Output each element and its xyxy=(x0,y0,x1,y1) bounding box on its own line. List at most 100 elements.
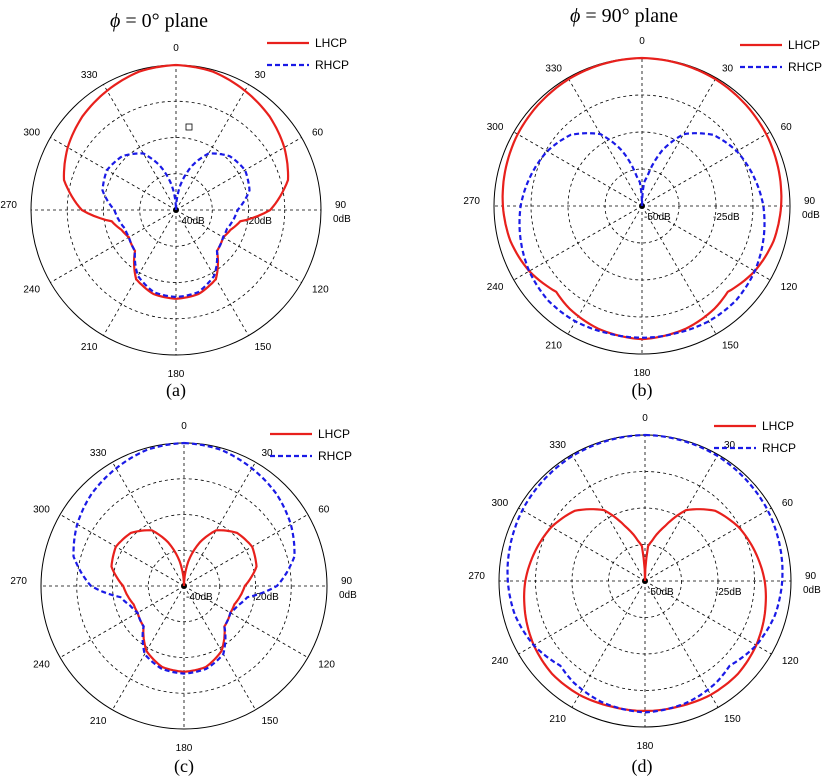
polar-chart-a: 0 30 60 90 120 150 180 210 240 270 300 330 -40dB -20d… xyxy=(0,25,420,380)
legend-label: LHCP xyxy=(762,419,794,433)
grid-spoke xyxy=(571,580,646,708)
angle-tick-label: 120 xyxy=(312,285,329,296)
angle-tick-label: 0 xyxy=(173,43,179,54)
grid-spoke xyxy=(175,209,302,283)
angle-tick-label: 270 xyxy=(0,200,17,211)
angle-tick-label: 60 xyxy=(318,505,330,516)
plane-label: = 90° plane xyxy=(580,5,678,27)
angle-tick-label: 330 xyxy=(90,448,107,459)
angle-tick-label: 90 xyxy=(804,196,816,207)
legend-label: RHCP xyxy=(762,441,796,455)
series-rhcp-line xyxy=(101,152,251,299)
grid-spoke xyxy=(644,454,719,582)
marker-square xyxy=(185,123,193,131)
radial-tick-label: -40dB xyxy=(178,216,205,227)
angle-tick-label: 0 xyxy=(181,421,187,432)
radial-tick-label: 0dB xyxy=(339,590,357,601)
caption-c: (c) xyxy=(174,756,194,776)
grid-spoke xyxy=(175,84,249,211)
grid-spoke xyxy=(644,580,772,655)
angle-tick-label: 150 xyxy=(255,342,272,353)
legend-label: LHCP xyxy=(318,427,350,441)
angle-tick-label: 300 xyxy=(487,122,504,133)
angle-tick-label: 30 xyxy=(262,448,274,459)
legend-label: LHCP xyxy=(315,36,347,50)
angle-tick-label: 0 xyxy=(639,36,645,47)
grid-spoke xyxy=(571,454,646,582)
grid-circle xyxy=(76,478,292,694)
angle-tick-label: 210 xyxy=(81,342,98,353)
grid-spoke xyxy=(59,514,185,587)
angle-tick-label: 240 xyxy=(33,660,50,671)
radial-tick-label: -50dB xyxy=(644,212,671,223)
polar-svg-b: 0 30 60 90 120 150 180 210 240 270 300 330 -50dB -25d… xyxy=(463,36,822,379)
radial-tick-label: 0dB xyxy=(802,210,820,221)
angle-tick-label: 150 xyxy=(724,714,741,725)
angle-tick-label: 120 xyxy=(318,660,335,671)
angle-tick-label: 120 xyxy=(781,282,798,293)
polar-chart-b: 0 30 60 90 120 150 180 210 240 270 300 330 -50dB -25d… xyxy=(420,25,839,379)
grid-spoke xyxy=(567,205,643,335)
angle-tick-label: 30 xyxy=(724,440,736,451)
series-lhcp-line xyxy=(522,508,768,712)
plane-title-b: ϕ = 90° plane xyxy=(570,5,678,28)
angle-tick-label: 300 xyxy=(491,498,508,509)
angle-tick-label: 150 xyxy=(722,341,739,352)
grid-spoke xyxy=(513,131,643,207)
angle-tick-label: 180 xyxy=(637,741,654,752)
grid-spoke xyxy=(513,205,643,281)
radial-tick-label: -25dB xyxy=(713,212,740,223)
grid-spoke xyxy=(518,507,646,582)
grid-spoke xyxy=(50,209,177,283)
legend-label: LHCP xyxy=(788,38,820,52)
angle-tick-label: 180 xyxy=(634,368,651,379)
angle-tick-label: 90 xyxy=(341,576,353,587)
angle-tick-label: 0 xyxy=(642,413,648,424)
angle-tick-label: 60 xyxy=(781,122,793,133)
angle-tick-label: 240 xyxy=(491,656,508,667)
series-lhcp-line xyxy=(110,529,258,673)
angle-tick-label: 300 xyxy=(23,128,40,139)
angle-tick-label: 270 xyxy=(468,571,485,582)
legend-label: RHCP xyxy=(315,58,349,72)
grid-spoke xyxy=(112,461,185,587)
angle-tick-label: 240 xyxy=(23,285,40,296)
angle-tick-label: 180 xyxy=(168,369,185,380)
caption-b: (b) xyxy=(631,380,653,400)
grid-spoke xyxy=(641,205,717,335)
radial-tick-label: -25dB xyxy=(715,587,742,598)
angle-tick-label: 330 xyxy=(545,63,562,74)
grid-spoke xyxy=(641,131,771,207)
caption-d: (d) xyxy=(631,756,653,776)
angle-tick-label: 90 xyxy=(805,571,817,582)
grid-spoke xyxy=(644,507,772,582)
plane-label: = 0° plane xyxy=(120,10,208,32)
series-lhcp-line xyxy=(501,56,783,341)
grid-spoke xyxy=(644,580,719,708)
angle-tick-label: 210 xyxy=(545,341,562,352)
radial-tick-label: 0dB xyxy=(803,585,821,596)
polar-chart-c: 0 30 60 90 120 150 180 210 240 270 300 330 -40dB -20d… xyxy=(0,410,420,760)
caption-a: (a) xyxy=(166,380,186,400)
angle-tick-label: 270 xyxy=(10,576,27,587)
series-rhcp-line xyxy=(72,441,296,675)
series-rhcp-line xyxy=(518,132,766,339)
grid-spoke xyxy=(183,514,309,587)
phi-symbol: ϕ xyxy=(110,10,121,32)
angle-tick-label: 60 xyxy=(782,498,794,509)
series-rhcp-line xyxy=(506,433,784,714)
angle-tick-label: 180 xyxy=(176,743,193,754)
polar-svg-c: 0 30 60 90 120 150 180 210 240 270 300 330 -40dB -20d… xyxy=(10,421,357,754)
angle-tick-label: 120 xyxy=(782,656,799,667)
series-lhcp-line xyxy=(62,63,290,300)
polar-chart-d: 0 30 60 90 120 150 180 210 240 270 300 330 -50dB -25d… xyxy=(420,410,839,760)
grid-spoke xyxy=(103,84,177,211)
angle-tick-label: 330 xyxy=(549,440,566,451)
radial-tick-label: -50dB xyxy=(647,587,674,598)
angle-tick-label: 30 xyxy=(255,70,267,81)
grid-spoke xyxy=(641,205,771,281)
angle-tick-label: 300 xyxy=(33,505,50,516)
grid-spoke xyxy=(50,137,177,211)
phi-symbol: ϕ xyxy=(570,5,581,27)
radial-tick-label: -20dB xyxy=(245,216,272,227)
